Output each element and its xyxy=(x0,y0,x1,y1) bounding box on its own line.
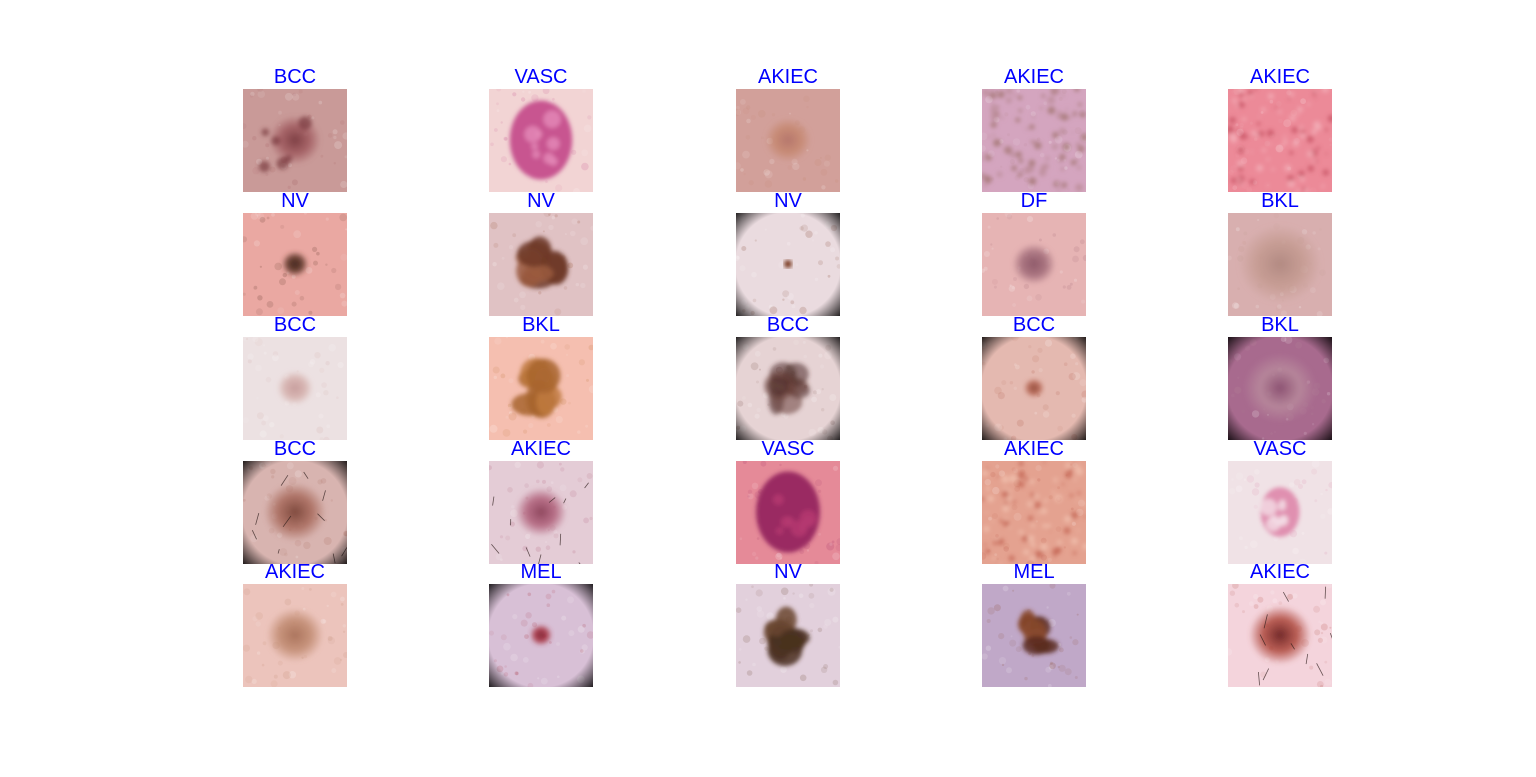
skin-lesion-image xyxy=(736,584,840,687)
skin-lesion-image xyxy=(489,213,593,316)
skin-lesion-image xyxy=(736,461,840,564)
skin-lesion-image xyxy=(489,584,593,687)
thumbnail-panel: BCC xyxy=(243,437,347,565)
thumbnail-panel: AKIEC xyxy=(1228,65,1332,193)
panel-label: NV xyxy=(774,561,802,583)
skin-lesion-image xyxy=(243,89,347,192)
skin-lesion-image xyxy=(243,337,347,440)
thumbnail-panel: DF xyxy=(982,189,1086,317)
panel-label: AKIEC xyxy=(1249,66,1311,88)
skin-lesion-image xyxy=(736,213,840,316)
panel-label: NV xyxy=(281,190,309,212)
panel-label: BCC xyxy=(273,314,317,336)
panel-label: AKIEC xyxy=(757,66,819,88)
skin-lesion-image xyxy=(489,89,593,192)
thumbnail-panel: VASC xyxy=(736,437,840,565)
panel-label: AKIEC xyxy=(1003,438,1065,460)
panel-label: BCC xyxy=(1012,314,1056,336)
skin-lesion-image xyxy=(982,89,1086,192)
thumbnail-panel: BCC xyxy=(982,313,1086,441)
panel-label: AKIEC xyxy=(1249,561,1311,583)
thumbnail-panel: BKL xyxy=(489,313,593,441)
skin-lesion-image xyxy=(736,89,840,192)
skin-lesion-image xyxy=(736,337,840,440)
panel-label: VASC xyxy=(1253,438,1307,460)
thumbnail-panel: BKL xyxy=(1228,189,1332,317)
skin-lesion-image xyxy=(982,213,1086,316)
panel-label: VASC xyxy=(514,66,568,88)
panel-label: DF xyxy=(1020,190,1048,212)
panel-label: BKL xyxy=(1261,314,1299,336)
thumbnail-panel: BCC xyxy=(736,313,840,441)
thumbnail-panel: NV xyxy=(736,560,840,688)
panel-label: NV xyxy=(527,190,555,212)
skin-lesion-image xyxy=(1228,89,1332,192)
panel-label: BKL xyxy=(1261,190,1299,212)
skin-lesion-image xyxy=(982,337,1086,440)
panel-label: AKIEC xyxy=(510,438,572,460)
skin-lesion-image xyxy=(489,337,593,440)
thumbnail-panel: AKIEC xyxy=(1228,560,1332,688)
skin-lesion-image xyxy=(1228,584,1332,687)
panel-label: BKL xyxy=(522,314,560,336)
panel-label: BCC xyxy=(273,66,317,88)
panel-label: VASC xyxy=(761,438,815,460)
skin-lesion-image xyxy=(982,584,1086,687)
thumbnail-panel: AKIEC xyxy=(489,437,593,565)
thumbnail-panel: MEL xyxy=(982,560,1086,688)
thumbnail-panel: AKIEC xyxy=(982,437,1086,565)
panel-label: MEL xyxy=(520,561,562,583)
thumbnail-panel: BCC xyxy=(243,313,347,441)
panel-label: MEL xyxy=(1013,561,1055,583)
thumbnail-panel: AKIEC xyxy=(736,65,840,193)
thumbnail-panel: VASC xyxy=(1228,437,1332,565)
panel-label: AKIEC xyxy=(1003,66,1065,88)
thumbnail-panel: AKIEC xyxy=(243,560,347,688)
thumbnail-panel: BKL xyxy=(1228,313,1332,441)
skin-lesion-image xyxy=(243,213,347,316)
skin-lesion-image xyxy=(1228,213,1332,316)
thumbnail-panel: NV xyxy=(243,189,347,317)
panel-label: NV xyxy=(774,190,802,212)
thumbnail-panel: VASC xyxy=(489,65,593,193)
skin-lesion-image xyxy=(243,584,347,687)
skin-lesion-image xyxy=(489,461,593,564)
thumbnail-panel: NV xyxy=(489,189,593,317)
panel-label: AKIEC xyxy=(264,561,326,583)
thumbnail-panel: BCC xyxy=(243,65,347,193)
panel-label: BCC xyxy=(273,438,317,460)
skin-lesion-image xyxy=(243,461,347,564)
skin-lesion-image xyxy=(982,461,1086,564)
thumbnail-panel: NV xyxy=(736,189,840,317)
skin-lesion-image xyxy=(1228,337,1332,440)
skin-lesion-image xyxy=(1228,461,1332,564)
thumbnail-panel: MEL xyxy=(489,560,593,688)
thumbnail-panel: AKIEC xyxy=(982,65,1086,193)
panel-label: BCC xyxy=(766,314,810,336)
